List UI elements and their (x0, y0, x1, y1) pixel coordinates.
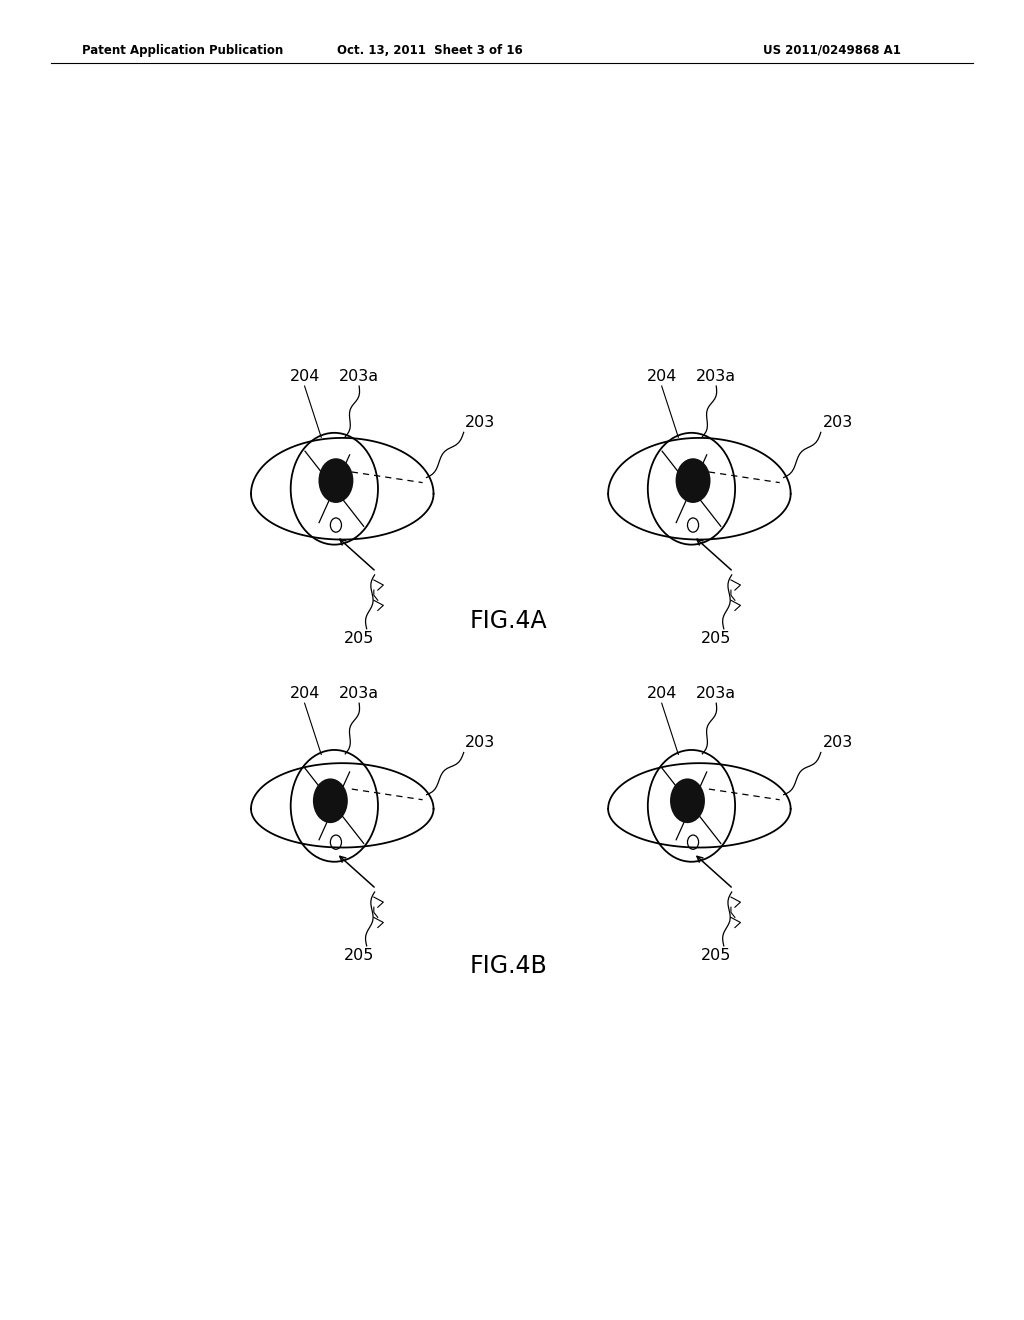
Text: 204: 204 (646, 686, 677, 701)
Text: 204: 204 (290, 370, 319, 384)
Circle shape (318, 458, 353, 503)
Text: 205: 205 (700, 631, 731, 645)
Text: 204: 204 (290, 686, 319, 701)
Circle shape (676, 458, 711, 503)
Text: Oct. 13, 2011  Sheet 3 of 16: Oct. 13, 2011 Sheet 3 of 16 (337, 44, 523, 57)
Text: 203a: 203a (696, 370, 736, 384)
Text: 205: 205 (343, 948, 374, 962)
Text: 204: 204 (646, 370, 677, 384)
Circle shape (313, 779, 348, 824)
Text: 203a: 203a (339, 686, 379, 701)
Text: US 2011/0249868 A1: US 2011/0249868 A1 (763, 44, 901, 57)
Text: 203a: 203a (339, 370, 379, 384)
Text: 205: 205 (343, 631, 374, 645)
Text: FIG.4A: FIG.4A (470, 609, 548, 632)
Text: 203: 203 (822, 416, 853, 430)
Text: 205: 205 (700, 948, 731, 962)
Text: 203: 203 (465, 416, 496, 430)
Text: 203a: 203a (696, 686, 736, 701)
Text: 203: 203 (822, 735, 853, 751)
Text: 203: 203 (465, 735, 496, 751)
Text: Patent Application Publication: Patent Application Publication (82, 44, 284, 57)
Text: FIG.4B: FIG.4B (470, 954, 548, 978)
Circle shape (670, 779, 705, 824)
